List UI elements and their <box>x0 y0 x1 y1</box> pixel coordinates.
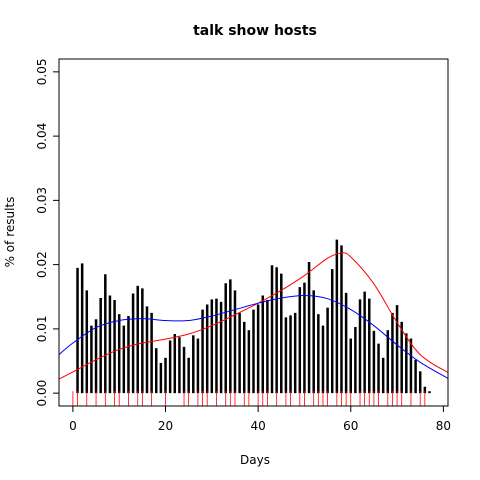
y-tick-label: 0.01 <box>35 316 49 343</box>
y-tick-label: 0.04 <box>35 123 49 150</box>
x-tick-label: 20 <box>158 419 173 433</box>
plot-frame <box>58 58 449 407</box>
y-tick-label: 0.05 <box>35 58 49 85</box>
x-tick-label: 0 <box>69 419 77 433</box>
plot-marks <box>58 239 449 406</box>
y-axis-label: % of results <box>3 197 17 268</box>
chart-title: talk show hosts <box>193 23 317 39</box>
y-tick-label: 0.03 <box>35 187 49 214</box>
x-tick-label: 80 <box>436 419 451 433</box>
x-tick-label: 60 <box>343 419 358 433</box>
blue-trend-line <box>58 294 449 379</box>
x-axis-label: Days <box>240 453 270 467</box>
y-tick-label: 0.00 <box>35 380 49 407</box>
y-tick-label: 0.02 <box>35 251 49 278</box>
axes: 0 20 40 60 80 0.00 0.01 0.02 0.03 0.04 0.05 <box>35 58 451 433</box>
x-tick-label: 40 <box>250 419 265 433</box>
